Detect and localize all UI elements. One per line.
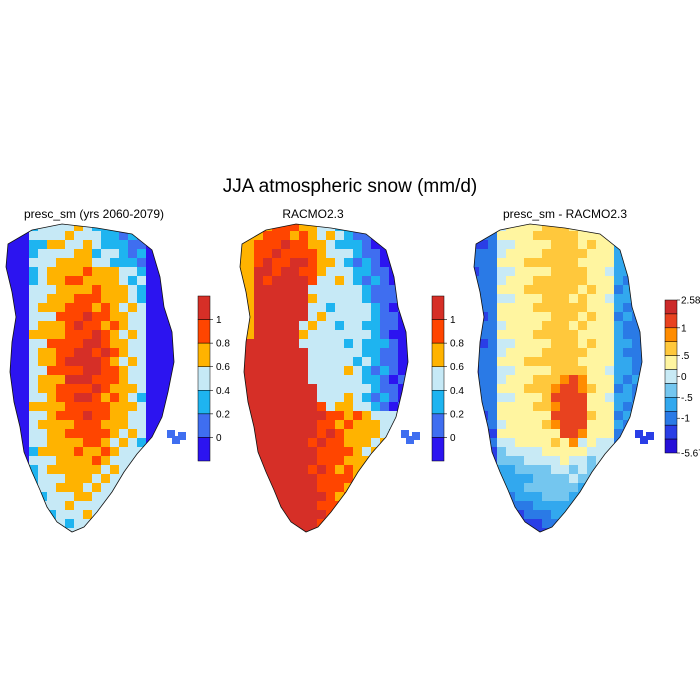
panel-3-colorbar-swatch: [664, 411, 678, 426]
panel-2-colorbar-swatch: [431, 390, 445, 415]
panel-2-colorbar-swatch: [431, 319, 445, 344]
panel-1-colorbar-swatch: [197, 413, 211, 438]
panel-3-colorbar-swatch: [664, 341, 678, 356]
panel-3-colorbar-tick-label: 0: [681, 372, 687, 383]
panel-2-colorbar-tick-label: 1: [450, 315, 456, 326]
panel-3-colorbar-swatch: [664, 397, 678, 412]
panel-2-colorbar-tick-label: 0.2: [450, 409, 464, 420]
panel-1-colorbar-tick-label: 0.6: [216, 362, 230, 373]
panel-1-colorbar: 1 0.8 0.6 0.4 0.2 0: [197, 295, 230, 462]
panel-1-colorbar-swatch: [197, 295, 211, 320]
panel-3-colorbar-swatch: [664, 383, 678, 398]
panel-1-islands: [167, 430, 186, 444]
panel-1-title: presc_sm (yrs 2060-2079): [23, 207, 165, 221]
panel-3-colorbar-swatch: [664, 327, 678, 342]
panel-3-colorbar-tick-label: .5: [681, 351, 690, 362]
panel-3-cells: [474, 224, 642, 532]
panel-1-colorbar-swatch: [197, 319, 211, 344]
panel-2-colorbar-tick-label: 0: [450, 433, 456, 444]
panel-2-coastline: [239, 223, 409, 533]
panel-1-colorbar-tick-label: 0.2: [216, 409, 230, 420]
panel-2-colorbar-swatch: [431, 342, 445, 367]
panel-2-title: RACMO2.3: [282, 207, 344, 221]
panel-3-map: [473, 223, 654, 533]
panel-2-map: [239, 223, 420, 533]
panel-2-cells: [240, 224, 408, 532]
panel-1-colorbar-swatch: [197, 342, 211, 367]
panel-1-map: [5, 223, 186, 533]
panel-1-colorbar-tick-label: 0.4: [216, 386, 230, 397]
panel-2-colorbar-swatch: [431, 295, 445, 320]
panel-2-colorbar-tick-label: 0.8: [450, 339, 464, 350]
panel-1-colorbar-tick-label: 1: [216, 315, 222, 326]
panel-3-colorbar-swatch: [664, 355, 678, 370]
panel-3-colorbar: 2.58 1 .5 0 -.5 -1 -5.67: [664, 296, 700, 460]
panel-3-colorbar-tick-label: -5.67: [681, 449, 700, 460]
panel-2-islands: [401, 430, 420, 444]
panel-1-colorbar-swatch: [197, 366, 211, 391]
panel-1-colorbar-swatch: [197, 390, 211, 415]
panel-1-colorbar-tick-label: 0: [216, 433, 222, 444]
panel-3-colorbar-swatch: [664, 438, 678, 454]
panel-1-cells: [6, 224, 174, 532]
panel-3-islands: [635, 430, 654, 444]
panel-2-colorbar-swatch: [431, 413, 445, 438]
panel-2-colorbar-swatch: [431, 366, 445, 391]
panel-1-colorbar-tick-label: 0.8: [216, 339, 230, 350]
panel-3-colorbar-swatch: [664, 369, 678, 384]
figure-title: JJA atmospheric snow (mm/d): [222, 176, 478, 197]
panel-3-title: presc_sm - RACMO2.3: [502, 207, 628, 221]
panel-3-colorbar-tick-label: 1: [681, 323, 687, 334]
panel-3-colorbar-swatch: [664, 299, 678, 315]
panel-1-colorbar-swatch: [197, 437, 211, 462]
panel-1-coastline: [5, 223, 175, 533]
panel-3-colorbar-tick-label: -1: [681, 414, 690, 425]
panel-2-colorbar-tick-label: 0.4: [450, 386, 464, 397]
panel-3-colorbar-tick-label: -.5: [681, 393, 693, 404]
panel-3-colorbar-swatch: [664, 313, 678, 329]
panel-2-colorbar-tick-label: 0.6: [450, 362, 464, 373]
panel-3-colorbar-swatch: [664, 424, 678, 440]
panel-2-colorbar: 1 0.8 0.6 0.4 0.2 0: [431, 295, 464, 462]
panel-3-coastline: [473, 223, 643, 533]
panel-2-colorbar-swatch: [431, 437, 445, 462]
panel-3-colorbar-tick-label: 2.58: [681, 296, 700, 307]
